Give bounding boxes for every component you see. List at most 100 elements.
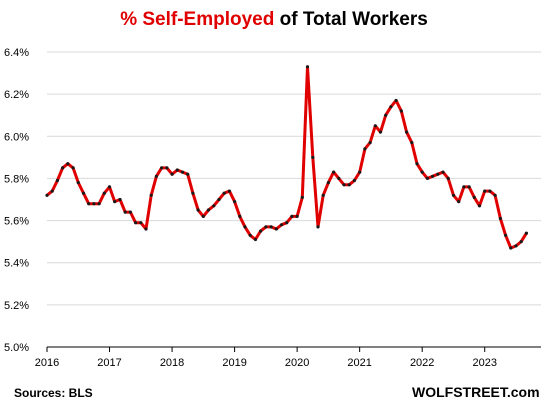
data-point bbox=[81, 191, 86, 195]
data-point bbox=[467, 185, 471, 189]
data-point bbox=[113, 200, 117, 204]
y-tick-label: 5.0% bbox=[4, 342, 29, 354]
data-point bbox=[332, 170, 336, 174]
chart-title-rest: of Total Workers bbox=[279, 9, 428, 30]
data-point bbox=[144, 227, 148, 231]
data-point bbox=[436, 172, 440, 176]
data-point bbox=[175, 168, 179, 172]
data-point bbox=[253, 237, 257, 242]
data-point bbox=[285, 221, 289, 225]
data-point bbox=[50, 189, 54, 193]
x-tick-label: 2020 bbox=[285, 357, 309, 369]
data-point bbox=[170, 172, 174, 176]
data-point bbox=[55, 178, 60, 183]
data-point bbox=[441, 170, 445, 174]
x-tick-label: 2023 bbox=[472, 357, 496, 369]
data-point bbox=[206, 208, 211, 212]
data-point bbox=[248, 233, 252, 237]
data-point bbox=[363, 147, 367, 151]
data-point bbox=[431, 174, 435, 178]
data-point bbox=[264, 225, 268, 229]
chart-title-highlight: % Self-Employed bbox=[120, 9, 275, 30]
data-point bbox=[107, 185, 112, 189]
x-tick-label: 2017 bbox=[97, 357, 121, 369]
y-tick-label: 6.0% bbox=[4, 131, 29, 143]
data-point bbox=[154, 174, 158, 178]
data-point bbox=[389, 105, 393, 109]
data-point bbox=[238, 214, 242, 218]
data-point bbox=[45, 193, 49, 197]
data-point bbox=[87, 202, 91, 206]
data-point bbox=[493, 193, 497, 197]
x-tick-label: 2019 bbox=[222, 357, 246, 369]
data-point bbox=[305, 65, 310, 69]
data-point bbox=[483, 189, 487, 193]
data-point bbox=[295, 214, 299, 218]
data-point bbox=[378, 130, 383, 134]
data-point bbox=[196, 208, 200, 212]
brand-label: WOLFSTREET.com bbox=[412, 384, 540, 400]
data-point bbox=[92, 202, 96, 206]
data-point bbox=[368, 141, 372, 145]
data-point bbox=[420, 170, 424, 174]
data-point bbox=[191, 191, 195, 195]
y-tick-label: 5.6% bbox=[4, 216, 29, 228]
data-point bbox=[326, 181, 330, 185]
data-point bbox=[180, 170, 185, 174]
data-point bbox=[71, 166, 75, 170]
data-point bbox=[201, 214, 205, 218]
data-point bbox=[358, 170, 362, 174]
data-point bbox=[76, 181, 80, 185]
data-point bbox=[290, 214, 294, 218]
data-point bbox=[233, 200, 237, 204]
data-point bbox=[259, 229, 263, 233]
data-point bbox=[405, 130, 409, 134]
data-point bbox=[128, 210, 132, 214]
data-point bbox=[269, 225, 273, 229]
data-point bbox=[394, 98, 398, 103]
source-note: Sources: BLS bbox=[14, 386, 93, 400]
x-tick-label: 2016 bbox=[35, 357, 59, 369]
data-point bbox=[227, 189, 231, 193]
data-point bbox=[519, 240, 523, 244]
data-point bbox=[410, 141, 414, 145]
data-point bbox=[477, 204, 482, 208]
data-point bbox=[217, 197, 221, 202]
data-point bbox=[425, 176, 429, 180]
data-point bbox=[212, 204, 216, 208]
y-tick-label: 5.8% bbox=[4, 173, 29, 185]
data-point bbox=[160, 166, 164, 170]
data-point bbox=[457, 200, 461, 204]
data-point bbox=[415, 162, 419, 166]
x-tick-label: 2022 bbox=[410, 357, 434, 369]
data-point bbox=[321, 193, 325, 197]
data-point bbox=[274, 227, 278, 231]
data-point bbox=[384, 113, 388, 117]
data-point bbox=[118, 197, 122, 202]
data-point bbox=[186, 172, 190, 176]
x-tick-label: 2018 bbox=[160, 357, 184, 369]
y-tick-label: 6.2% bbox=[4, 89, 29, 101]
data-point bbox=[504, 233, 508, 237]
data-point bbox=[347, 183, 351, 187]
data-point bbox=[488, 189, 492, 193]
data-point bbox=[66, 162, 70, 166]
data-point bbox=[462, 185, 466, 189]
data-point bbox=[514, 244, 518, 248]
y-tick-label: 5.2% bbox=[4, 300, 29, 312]
data-point bbox=[149, 193, 153, 197]
data-point bbox=[222, 191, 226, 195]
data-point bbox=[509, 246, 513, 250]
data-point bbox=[134, 221, 138, 225]
data-point bbox=[373, 124, 377, 128]
data-point bbox=[102, 191, 106, 195]
data-point bbox=[316, 225, 320, 229]
data-point bbox=[165, 166, 169, 170]
data-point bbox=[311, 155, 315, 159]
y-tick-label: 6.4% bbox=[4, 47, 29, 59]
data-point bbox=[300, 195, 304, 199]
data-point bbox=[123, 210, 127, 214]
data-point bbox=[61, 166, 65, 170]
data-point bbox=[97, 202, 101, 206]
